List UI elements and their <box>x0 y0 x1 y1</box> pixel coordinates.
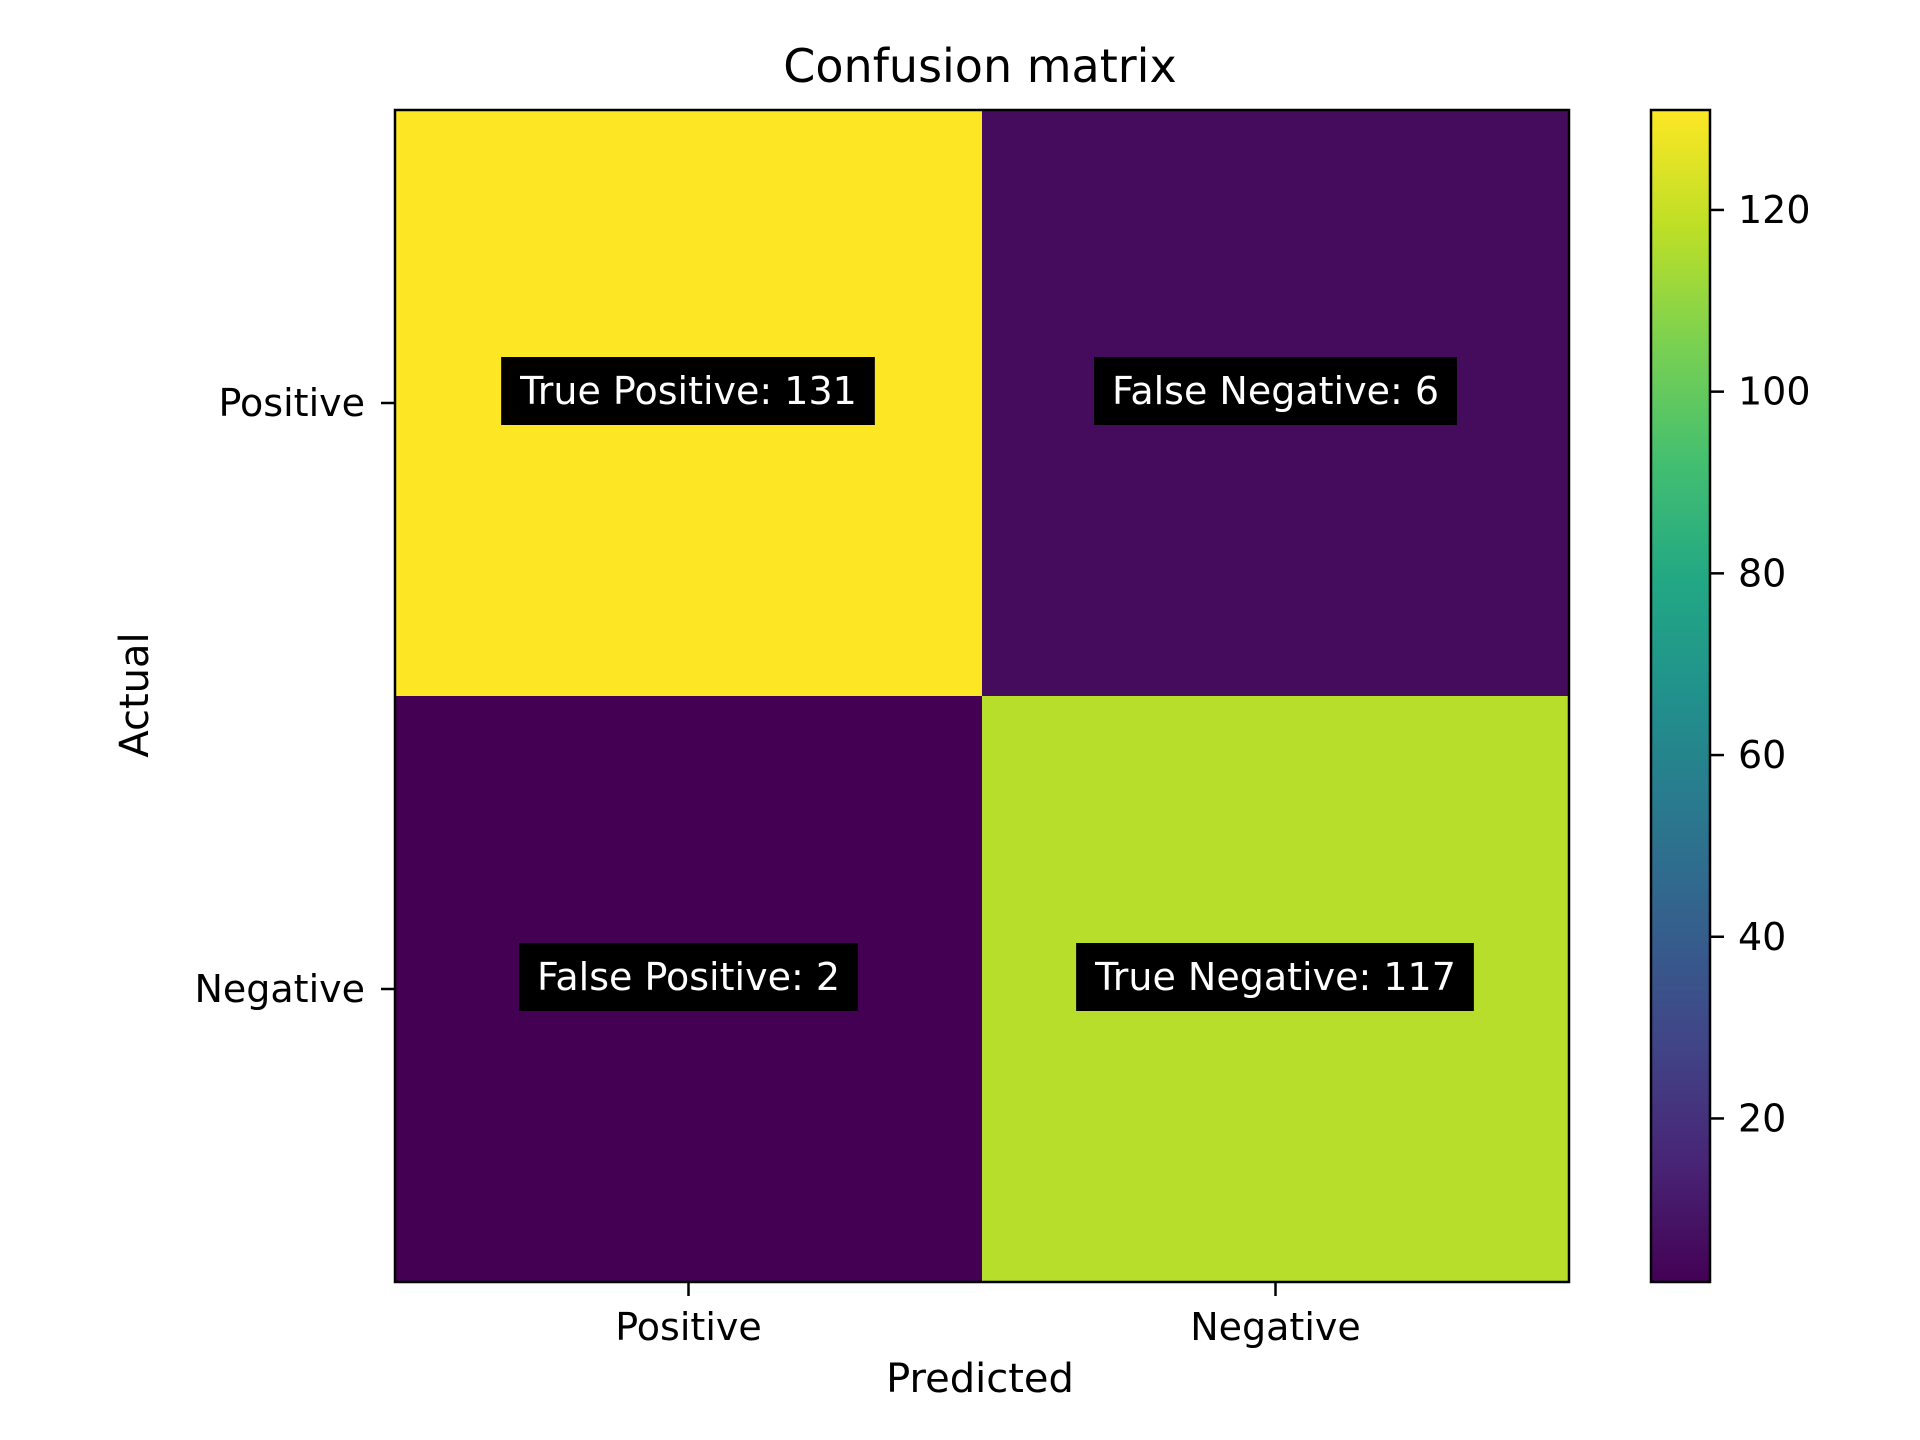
colorbar-tick-label: 20 <box>1738 1096 1786 1140</box>
chart-title: Confusion matrix <box>783 39 1176 93</box>
y-axis-label: Actual <box>112 632 158 757</box>
x-tick-label: Positive <box>615 1305 762 1349</box>
cell-label-box-r0-c0 <box>501 357 875 425</box>
colorbar-tick-label: 40 <box>1738 915 1786 959</box>
x-tick-label: Negative <box>1190 1305 1361 1349</box>
y-tick-label: Negative <box>194 967 365 1011</box>
colorbar-tick-label: 80 <box>1738 551 1786 595</box>
y-tick-label: Positive <box>219 381 366 425</box>
cell-label-r0-c0: True Positive: 131 <box>519 369 857 413</box>
colorbar-tick-label: 120 <box>1738 188 1811 232</box>
cell-label-r0-c1: False Negative: 6 <box>1112 369 1439 413</box>
plot-frame <box>393 108 1571 1284</box>
cell-label-box-r0-c1 <box>1093 357 1458 425</box>
colorbar <box>1649 108 1712 1284</box>
colorbar-tick-label: 100 <box>1738 370 1811 414</box>
cell-label-r1-c1: True Negative: 117 <box>1094 955 1456 999</box>
colorbar-tick-label: 60 <box>1738 733 1786 777</box>
cell-label-r1-c0: False Positive: 2 <box>537 955 840 999</box>
cell-label-box-r1-c1 <box>1076 943 1474 1011</box>
x-axis-label: Predicted <box>886 1356 1074 1402</box>
cell-label-box-r1-c0 <box>518 943 859 1011</box>
